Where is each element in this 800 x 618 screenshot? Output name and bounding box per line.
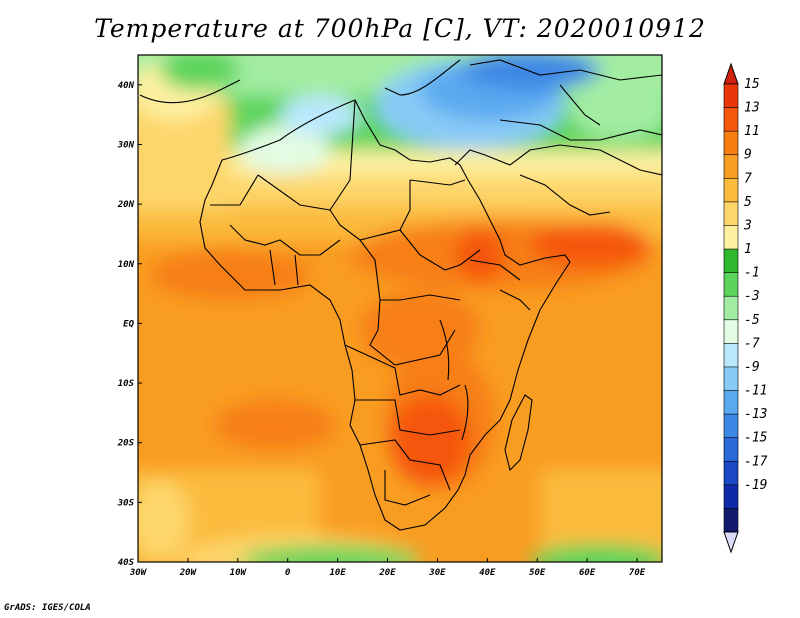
lat-tick-label: 10N <box>118 260 135 270</box>
lon-tick-label: 70E <box>629 568 646 578</box>
lon-tick-label: 10W <box>230 568 248 578</box>
colorbar-swatch <box>723 107 739 132</box>
colorbar-label: -15 <box>744 431 768 446</box>
colorbar-label: -17 <box>744 454 768 469</box>
colorbar-swatch <box>723 178 739 203</box>
colorbar-swatch <box>723 413 739 439</box>
lon-tick-label: 0 <box>285 568 291 578</box>
map-frame <box>137 54 663 563</box>
colorbar-label: 15 <box>744 77 760 92</box>
colorbar-swatch <box>723 272 739 298</box>
lat-tick-label: EQ <box>123 319 134 329</box>
lon-tick-label: 30E <box>428 568 446 578</box>
colorbar-label: 5 <box>744 195 752 210</box>
colorbar-label: 13 <box>744 101 760 116</box>
colorbar-label: -9 <box>744 360 760 375</box>
lon-tick-label: 20W <box>179 568 198 578</box>
chart-title: Temperature at 700hPa [C], VT: 202001091… <box>94 14 706 43</box>
lat-tick-label: 30S <box>117 498 135 508</box>
lon-tick-label: 10E <box>329 568 346 578</box>
lat-tick-label: 10S <box>118 379 135 389</box>
lat-tick-label: 40S <box>118 558 135 568</box>
colorbar-swatch <box>723 225 739 250</box>
colorbar-swatch <box>723 437 739 463</box>
lon-tick-label: 50E <box>529 568 546 578</box>
lon-tick-label: 40E <box>479 568 496 578</box>
colorbar: 15 13 11 9 7 5 3 1 -1 -3 -5 -7 -9 -11 -13 -15 -17 -19 <box>723 62 768 554</box>
colorbar-top-arrow <box>723 62 739 85</box>
colorbar-swatch <box>723 343 739 368</box>
colorbar-swatch <box>723 248 739 274</box>
colorbar-label: -7 <box>744 336 760 351</box>
colorbar-swatch <box>723 508 739 533</box>
colorbar-swatch <box>723 319 739 345</box>
lon-tick-label: 60E <box>579 568 596 578</box>
colorbar-label: -19 <box>744 478 767 493</box>
colorbar-bottom-arrow <box>723 531 739 554</box>
colorbar-swatch <box>723 130 739 156</box>
colorbar-label: -1 <box>744 266 760 281</box>
lat-tick-label: 20N <box>117 200 135 210</box>
lat-tick-label: 30N <box>117 140 135 150</box>
credit-text: GrADS: IGES/COLA <box>4 603 91 613</box>
colorbar-swatch <box>723 83 739 109</box>
colorbar-label: 7 <box>744 171 752 186</box>
lat-tick-label: 40N <box>118 81 135 91</box>
colorbar-label: -3 <box>744 289 760 304</box>
colorbar-label: 11 <box>744 124 760 139</box>
colorbar-swatch <box>723 366 739 392</box>
lat-tick-label: 20S <box>117 439 135 449</box>
colorbar-swatch <box>723 484 739 510</box>
colorbar-label: 3 <box>743 218 752 233</box>
colorbar-swatch <box>723 460 739 486</box>
colorbar-swatch <box>723 295 739 321</box>
colorbar-swatch <box>723 390 739 415</box>
colorbar-label: -5 <box>744 313 760 328</box>
coastlines <box>139 59 662 531</box>
lon-tick-label: 30W <box>129 568 148 578</box>
colorbar-label: -11 <box>744 384 767 399</box>
colorbar-label: -13 <box>744 407 767 422</box>
colorbar-swatch <box>723 154 739 180</box>
axis-ticks: 30W 20W 10W 0 10E 20E 30E 40E 50E 60E 70E 40N 30N 20N… <box>117 81 646 578</box>
colorbar-swatch <box>723 201 739 227</box>
colorbar-label: 1 <box>744 242 752 257</box>
colorbar-label: 9 <box>744 148 752 163</box>
lon-tick-label: 20E <box>378 568 396 578</box>
